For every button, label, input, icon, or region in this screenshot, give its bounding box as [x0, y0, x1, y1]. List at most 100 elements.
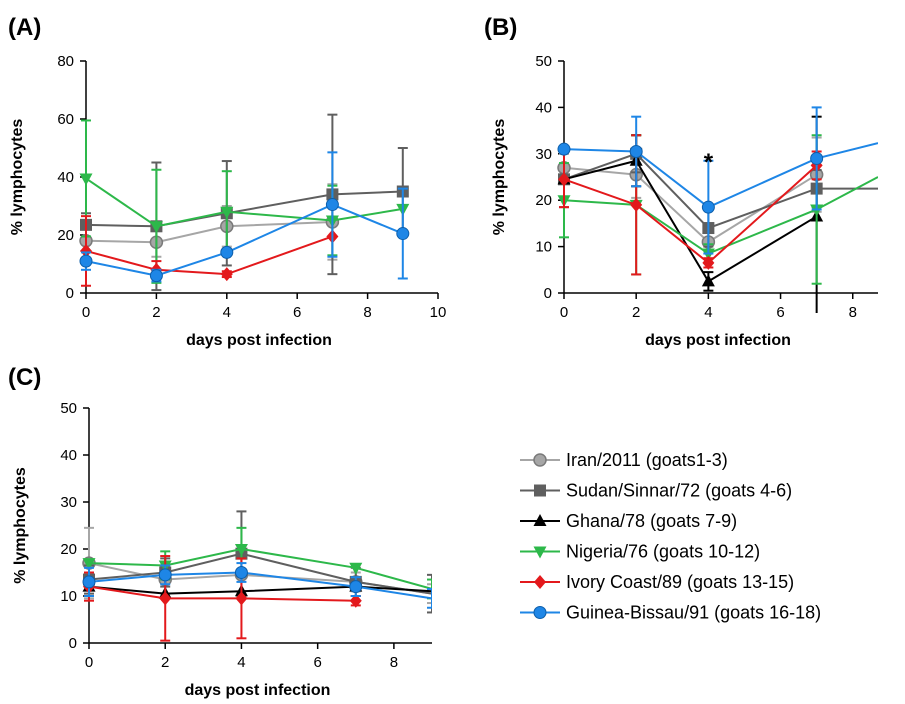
series-line [563, 159, 818, 283]
series-a-nigeria-76-goats-10-12 [79, 119, 410, 284]
data-point [234, 544, 248, 556]
x-tick-label-c: 8 [390, 654, 398, 671]
series-line [85, 177, 403, 228]
series-line [563, 142, 878, 209]
series-a-guinea-bissau-91-goats-16-18 [79, 151, 410, 283]
x-tick-label-c: 6 [313, 654, 321, 671]
legend-item-sudan-sinnar-72-goats-4-6: Sudan/Sinnar/72 (goats 4-6) [520, 481, 792, 501]
y-tick-label-b: 0 [544, 285, 552, 302]
x-tick-label-a: 10 [430, 304, 447, 321]
y-tick-label-c: 50 [60, 400, 77, 417]
y-tick-label-b: 10 [535, 239, 552, 256]
series-b-guinea-bissau-91-goats-16-18 [557, 106, 878, 255]
x-tick-label-a: 2 [152, 304, 160, 321]
legend-marker [534, 484, 546, 497]
y-tick-label-a: 20 [57, 227, 74, 244]
legend: Iran/2011 (goats1-3) Sudan/Sinnar/72 (goa… [520, 450, 821, 623]
x-tick-label-a: 4 [223, 304, 231, 321]
data-point [79, 173, 93, 186]
x-tick-label-c: 4 [237, 654, 245, 671]
legend-label: Guinea-Bissau/91 (goats 16-18) [566, 603, 821, 623]
x-tick-label-b: 4 [704, 304, 712, 321]
y-axis-title-c: % lymphocytes [12, 467, 29, 584]
data-point [234, 566, 248, 579]
plot-area-a [79, 113, 410, 292]
series-line [563, 164, 818, 265]
series-c-guinea-bissau-91-goats-16-18 [82, 562, 432, 609]
significance-asterisk: * [704, 149, 714, 176]
x-tick-label-b: 0 [560, 304, 568, 321]
y-tick-label-c: 10 [60, 588, 77, 605]
panel-a-chart: (A) 0 20 40 60 80 0 2 4 6 8 10 days post infection % … [8, 14, 446, 349]
legend-item-ivory-coast-89-goats-13-15: Ivory Coast/89 (goats 13-15) [520, 572, 794, 592]
legend-item-iran-2011-goats1-3: Iran/2011 (goats1-3) [520, 450, 728, 470]
legend-item-nigeria-76-goats-10-12: Nigeria/76 (goats 10-12) [520, 542, 760, 562]
y-tick-label-a: 60 [57, 111, 74, 128]
y-tick-label-a: 40 [57, 169, 74, 186]
series-line [563, 166, 818, 244]
data-point [349, 580, 363, 594]
x-tick-label-b: 2 [632, 304, 640, 321]
series-a-ivory-coast-89-goats-13-15 [80, 215, 339, 287]
x-tick-label-b: 6 [776, 304, 784, 321]
series-c-ghana-78-goats-7-9 [82, 579, 432, 599]
data-point [80, 243, 92, 258]
legend-marker [533, 606, 547, 619]
y-tick-label-b: 20 [535, 192, 552, 209]
data-point [149, 221, 163, 234]
y-tick-label-b: 40 [535, 99, 552, 116]
series-b-nigeria-76-goats-10-12 [557, 134, 878, 285]
x-axis-title-b: days post infection [645, 332, 791, 349]
data-point [630, 197, 643, 212]
legend-marker [533, 453, 547, 467]
data-point [629, 144, 643, 158]
y-axis-title-a: % lymphocytes [9, 119, 26, 236]
series-c-ivory-coast-89-goats-13-15 [83, 555, 362, 642]
y-tick-label-c: 40 [60, 447, 77, 464]
y-tick-label-a: 0 [66, 285, 74, 302]
data-point [149, 269, 163, 283]
data-point [220, 267, 233, 282]
series-line [563, 152, 878, 230]
legend-marker [533, 546, 547, 559]
data-point [810, 151, 824, 165]
y-tick-label-c: 30 [60, 494, 77, 511]
panel-b-chart: (B) 0 10 20 30 40 50 0 2 4 6 8 days post infection % … [484, 14, 878, 349]
legend-marker [533, 514, 547, 526]
panel-label-c: (C) [8, 364, 41, 391]
series-b-ivory-coast-89-goats-13-15 [558, 134, 823, 276]
data-point [702, 255, 715, 270]
series-line [85, 235, 333, 276]
x-tick-label-a: 0 [82, 304, 90, 321]
data-point [220, 245, 234, 259]
y-tick-label-c: 0 [69, 635, 77, 652]
legend-label: Iran/2011 (goats1-3) [566, 450, 728, 470]
data-point [82, 575, 96, 589]
data-point [158, 568, 172, 582]
series-line [85, 190, 403, 228]
data-point [557, 142, 571, 156]
data-point [82, 558, 96, 571]
panel-label-b: (B) [484, 14, 517, 41]
series-line [85, 203, 404, 277]
x-tick-label-c: 2 [161, 654, 169, 671]
series-line [88, 585, 356, 602]
legend-marker [534, 575, 546, 589]
data-point [558, 172, 570, 187]
y-tick-label-c: 20 [60, 541, 77, 558]
series-b-ghana-78-goats-7-9 [557, 115, 824, 313]
legend-label: Ivory Coast/89 (goats 13-15) [566, 572, 794, 592]
data-point [159, 591, 172, 606]
legend-label: Sudan/Sinnar/72 (goats 4-6) [566, 481, 792, 501]
panel-c-chart: (C) 0 10 20 30 40 50 0 2 4 6 8 days post infection % … [8, 364, 432, 699]
data-point [325, 198, 339, 212]
x-tick-label-a: 6 [293, 304, 301, 321]
x-axis-title-c: days post infection [185, 682, 331, 699]
series-c-sudan-sinnar-72-goats-4-6 [83, 510, 432, 614]
x-tick-label-c: 0 [85, 654, 93, 671]
legend-item-ghana-78-goats-7-9: Ghana/78 (goats 7-9) [520, 511, 737, 531]
data-point [349, 562, 363, 575]
y-tick-label-b: 50 [535, 53, 552, 70]
data-point [349, 593, 362, 608]
